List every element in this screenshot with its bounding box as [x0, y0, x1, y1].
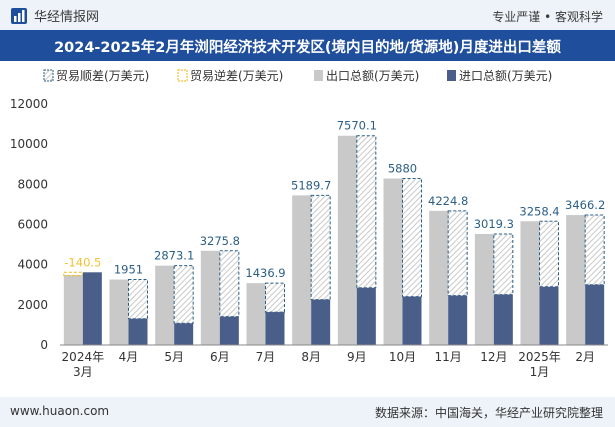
y-tick-label: 8000	[17, 177, 48, 191]
balance-label: 3275.8	[200, 234, 240, 248]
legend: 贸易顺差(万美元) 贸易逆差(万美元) 出口总额(万美元) 进口总额(万美元)	[43, 68, 552, 83]
legend-label-deficit: 贸易逆差(万美元)	[190, 68, 283, 83]
import-bar	[539, 286, 559, 345]
balance-label: 1951	[114, 263, 143, 277]
y-tick-label: 10000	[10, 137, 48, 151]
top-bar	[0, 0, 615, 30]
export-bar	[292, 195, 312, 345]
legend-label-import: 进口总额(万美元)	[459, 69, 552, 83]
x-tick-label: 10月	[389, 350, 416, 364]
export-bar	[246, 283, 266, 345]
import-bar	[265, 312, 285, 345]
x-tick-label: 2月	[575, 350, 595, 364]
footer-source: 数据来源：中国海关，华经产业研究院整理	[374, 406, 603, 420]
surplus-band	[128, 279, 148, 319]
surplus-band	[539, 221, 559, 287]
import-bar	[174, 323, 194, 345]
surplus-band	[219, 250, 239, 317]
surplus-band	[585, 215, 605, 285]
x-tick-label: 9月	[347, 350, 367, 364]
x-tick-line: 2025年	[518, 350, 561, 364]
bars: -140.5 1951 2873.1 3275.8 1436.9 5189.7 7570.1…	[63, 119, 605, 345]
footer-website[interactable]: www.huaon.com	[10, 404, 110, 418]
surplus-band	[356, 135, 376, 288]
export-bar	[200, 250, 220, 345]
surplus-band	[174, 265, 194, 324]
title-bar	[0, 30, 615, 61]
x-tick-label: 11月	[435, 350, 462, 364]
surplus-outline	[219, 250, 240, 318]
legend-swatch-import	[447, 70, 456, 81]
export-bar	[383, 178, 403, 345]
legend-swatch-surplus	[43, 69, 54, 82]
import-bar	[82, 272, 102, 345]
import-bar	[402, 296, 422, 345]
import-bar	[585, 284, 605, 345]
x-axis: 2024年 3月 4月 5月 6月 7月 8月 9月 10月 11月 12月 2025年 1月 2月	[60, 344, 608, 379]
x-tick-label: 5月	[164, 350, 184, 364]
legend-swatch-export	[314, 70, 323, 81]
import-bar	[356, 287, 376, 345]
y-tick-label: 6000	[17, 218, 48, 232]
surplus-band	[402, 178, 422, 297]
export-bar	[429, 210, 449, 345]
export-bar	[520, 221, 540, 345]
import-bar	[448, 295, 468, 345]
x-tick-line: 2024年	[62, 350, 105, 364]
import-bar	[219, 316, 239, 345]
x-tick-line: 3月	[73, 365, 93, 379]
surplus-band	[311, 195, 331, 300]
deficit-outline	[63, 271, 84, 277]
brand: 华经情报网	[10, 6, 99, 25]
surplus-outline	[539, 220, 559, 288]
export-bar	[155, 265, 175, 345]
x-tick-label: 6月	[210, 350, 230, 364]
x-tick-label: 8月	[301, 350, 321, 364]
chart-title: 2024-2025年2月年浏阳经济技术开发区(境内目的地/货源地)月度进出口差额	[54, 40, 561, 56]
surplus-band	[493, 233, 513, 295]
balance-label: 5880	[388, 162, 417, 176]
y-tick-label: 4000	[17, 258, 48, 272]
surplus-outline	[447, 210, 468, 297]
balance-label: 1436.9	[245, 266, 285, 280]
import-bar	[311, 299, 331, 345]
export-bar	[566, 215, 586, 345]
tagline: 专业严谨 • 客观科学	[492, 10, 603, 24]
y-axis: 0 2000 4000 6000 8000 10000 12000	[10, 97, 48, 352]
x-tick-label: 4月	[119, 350, 139, 364]
export-bar	[337, 135, 357, 345]
balance-label: 7570.1	[337, 119, 377, 133]
export-bar	[63, 275, 83, 345]
x-tick-line: 1月	[530, 365, 550, 379]
balance-label: 4224.8	[428, 194, 468, 208]
x-tick-label: 2024年 3月	[62, 350, 105, 379]
legend-swatch-deficit	[177, 69, 188, 82]
import-bar	[493, 294, 513, 345]
x-tick-label: 7月	[256, 350, 276, 364]
export-bar	[474, 233, 494, 345]
y-tick-label: 0	[40, 338, 48, 352]
x-tick-label: 2025年 1月	[518, 350, 561, 379]
balance-label: 5189.7	[291, 178, 331, 192]
balance-label: 3258.4	[519, 204, 559, 218]
surplus-band	[448, 210, 468, 296]
footer-bar	[0, 397, 615, 427]
brand-name: 华经情报网	[34, 10, 100, 25]
balance-label: -140.5	[64, 255, 101, 269]
legend-label-surplus: 贸易顺差(万美元)	[56, 69, 149, 83]
import-bar	[128, 318, 148, 345]
surplus-outline	[584, 214, 605, 286]
y-tick-label: 2000	[17, 298, 48, 312]
logo-icon	[11, 7, 27, 24]
y-tick-label: 12000	[10, 97, 48, 111]
surplus-band	[265, 283, 285, 313]
legend-label-export: 出口总额(万美元)	[326, 69, 419, 83]
balance-label: 3019.3	[474, 217, 514, 231]
balance-label: 3466.2	[565, 198, 605, 212]
balance-label: 2873.1	[154, 249, 194, 263]
x-tick-label: 12月	[480, 350, 507, 364]
export-bar	[109, 279, 129, 345]
